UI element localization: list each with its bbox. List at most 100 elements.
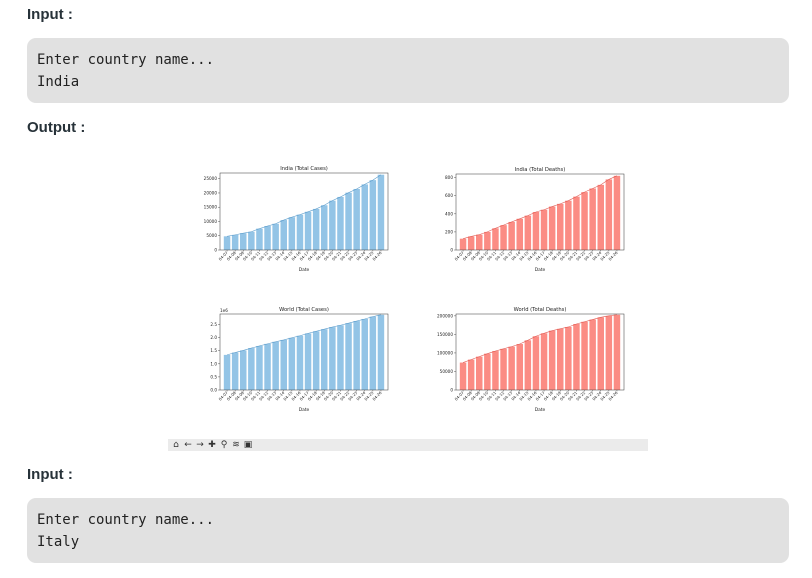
covid-charts-figure: India (Total Cases)050001000015000200002…: [204, 166, 625, 413]
x-tick-label: 04-11: [486, 250, 498, 262]
bar: [296, 214, 304, 250]
pan-icon[interactable]: ✚: [208, 440, 216, 450]
y-tick-label: 1.0: [210, 361, 217, 366]
x-axis-label: Date: [299, 407, 310, 413]
bar: [500, 225, 507, 250]
chart-title: India (Total Deaths): [515, 167, 566, 173]
bar: [345, 323, 352, 390]
bar: [492, 228, 499, 250]
bar: [369, 316, 377, 390]
x-tick-label: 04-08: [226, 390, 238, 402]
bar: [312, 331, 320, 390]
x-tick-label: 04-19: [315, 390, 327, 402]
x-tick-label: 04-26: [371, 390, 383, 402]
bar: [231, 234, 239, 250]
x-tick-label: 04-10: [242, 250, 254, 262]
x-tick-label: 04-12: [494, 390, 506, 402]
bar: [508, 221, 515, 250]
y-tick-label: 1.5: [210, 348, 217, 353]
bar: [532, 336, 540, 390]
trend-line: [226, 314, 382, 356]
bar: [565, 326, 572, 390]
bar: [264, 343, 271, 390]
bar: [516, 344, 523, 390]
x-tick-label: 04-20: [559, 250, 571, 262]
x-tick-label: 04-15: [282, 250, 294, 262]
x-tick-label: 04-21: [331, 390, 343, 402]
y-tick-label: 400: [445, 211, 453, 216]
bar: [353, 188, 360, 250]
axes-frame: [455, 313, 625, 391]
bar: [223, 354, 231, 390]
chart-2: India (Total Deaths)020040060080004-0704…: [445, 167, 625, 273]
code-line-prompt: Enter country name...: [37, 52, 215, 68]
code-line-prompt: Enter country name...: [37, 512, 215, 528]
x-tick-label: 04-22: [575, 390, 587, 402]
bar: [312, 208, 320, 250]
y-tick-label: 2.0: [210, 335, 217, 340]
x-axis-label: Date: [535, 407, 546, 413]
y-tick-label: 150000: [437, 332, 453, 337]
bar: [467, 359, 475, 390]
bar: [280, 339, 287, 390]
bar: [304, 211, 312, 250]
back-icon[interactable]: ←: [184, 440, 192, 450]
bar: [548, 330, 556, 390]
x-tick-label: 04-14: [510, 250, 522, 262]
x-tick-label: 04-25: [363, 250, 375, 262]
y-tick-label: 15000: [204, 205, 218, 210]
bar: [337, 196, 344, 250]
x-tick-label: 04-16: [526, 390, 538, 402]
x-tick-label: 04-07: [217, 390, 229, 402]
zoom-icon[interactable]: ⚲: [220, 440, 228, 450]
configure-subplots-icon[interactable]: ≋: [232, 440, 240, 450]
bar: [589, 319, 596, 390]
trend-line: [226, 174, 382, 237]
y-tick-label: 2.5: [210, 322, 217, 327]
bar: [296, 335, 304, 390]
bar: [329, 327, 336, 390]
bar: [476, 234, 483, 250]
bar: [256, 228, 263, 250]
x-tick-label: 04-09: [234, 250, 246, 262]
x-tick-label: 04-17: [298, 250, 310, 262]
x-tick-label: 04-13: [502, 250, 514, 262]
bar: [573, 324, 580, 390]
x-tick-label: 04-11: [486, 390, 498, 402]
x-tick-label: 04-15: [518, 250, 530, 262]
input-code-box-2: Enter country name... Italy: [27, 498, 789, 563]
bar: [240, 350, 247, 390]
axes-frame: [219, 172, 389, 251]
bar: [377, 174, 385, 250]
bar: [581, 321, 588, 390]
bar: [345, 192, 352, 250]
bar: [288, 217, 296, 250]
forward-icon[interactable]: →: [196, 440, 204, 450]
input-heading-1: Input :: [27, 6, 73, 23]
home-icon[interactable]: ⌂: [173, 440, 179, 450]
x-tick-label: 04-08: [462, 390, 474, 402]
bar: [613, 314, 621, 390]
x-tick-label: 04-10: [242, 390, 254, 402]
bar: [329, 200, 336, 250]
x-tick-label: 04-15: [282, 390, 294, 402]
x-tick-label: 04-22: [339, 250, 351, 262]
x-tick-label: 04-18: [307, 390, 319, 402]
x-tick-label: 04-11: [250, 390, 262, 402]
bar: [500, 348, 507, 390]
bar: [516, 218, 523, 250]
bar: [256, 345, 263, 390]
x-tick-label: 04-18: [543, 390, 555, 402]
x-tick-label: 04-07: [453, 250, 465, 262]
code-line-country: India: [37, 74, 80, 90]
bar: [613, 175, 621, 250]
save-icon[interactable]: ▣: [243, 440, 253, 450]
y-tick-label: 5000: [206, 233, 217, 238]
bar: [223, 236, 231, 250]
x-tick-label: 04-20: [323, 390, 335, 402]
bar: [272, 223, 279, 250]
x-tick-label: 04-25: [599, 390, 611, 402]
x-tick-label: 04-16: [526, 250, 538, 262]
x-tick-label: 04-26: [371, 250, 383, 262]
bar: [459, 238, 467, 250]
